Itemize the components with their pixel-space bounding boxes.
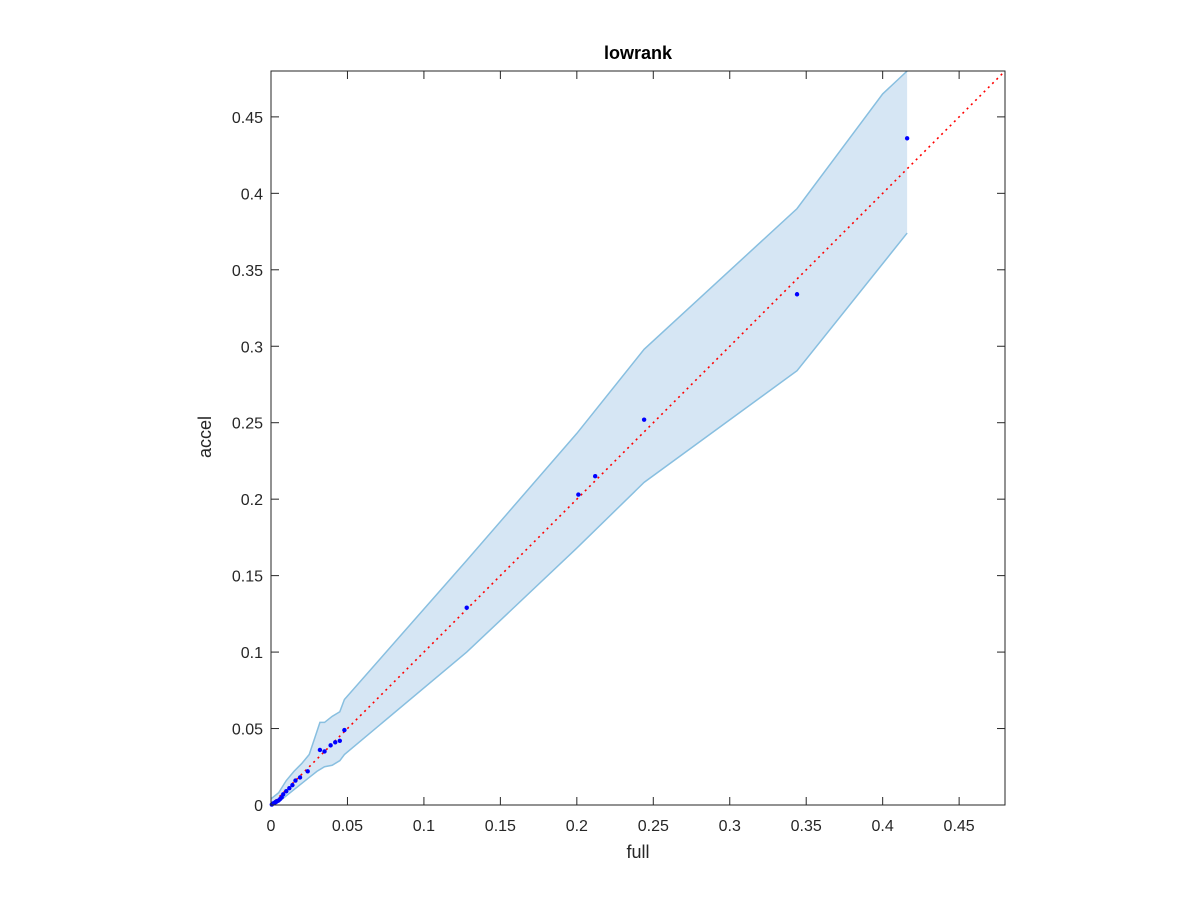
y-tick-label: 0.45 — [232, 110, 263, 127]
data-point — [287, 785, 292, 791]
data-point — [284, 789, 289, 794]
x-tick-label: 0.45 — [944, 818, 975, 835]
y-tick-label: 0 — [254, 798, 263, 815]
y-tick-label: 0.1 — [241, 645, 263, 662]
x-tick-label: 0.25 — [638, 818, 669, 835]
data-point — [342, 727, 347, 733]
data-point — [592, 474, 598, 479]
data-point — [328, 743, 333, 748]
data-point — [641, 417, 647, 422]
x-tick-label: 0.4 — [872, 818, 894, 835]
data-point — [281, 792, 286, 797]
x-axis-title: full — [626, 842, 649, 862]
data-point — [337, 738, 343, 743]
x-tick-label: 0.15 — [485, 818, 516, 835]
data-point — [297, 775, 303, 780]
data-point — [576, 492, 581, 497]
data-point — [305, 769, 310, 774]
band-lower-edge — [270, 232, 908, 806]
y-tick-label: 0.15 — [232, 569, 263, 586]
data-point — [904, 136, 910, 141]
x-tick-label: 0 — [267, 818, 276, 835]
axes-box — [270, 70, 1006, 806]
y-tick-label: 0.2 — [241, 492, 263, 509]
data-point — [464, 605, 469, 610]
y-tick-label: 0.05 — [232, 722, 263, 739]
y-axis-title: accel — [195, 416, 215, 458]
data-point — [290, 782, 295, 788]
x-tick-label: 0.2 — [566, 818, 588, 835]
reference-line-layer — [270, 70, 1006, 806]
data-point — [322, 749, 327, 754]
x-tick-label: 0.35 — [791, 818, 822, 835]
x-tick-label: 0.05 — [332, 818, 363, 835]
y-tick-label: 0.4 — [241, 186, 263, 203]
x-tick-label: 0.3 — [719, 818, 741, 835]
y-tick-label: 0.35 — [232, 263, 263, 280]
y-tick-label: 0.3 — [241, 339, 263, 356]
band-fill — [271, 71, 908, 805]
band-upper-edge — [270, 70, 908, 800]
chart-title: lowrank — [604, 43, 673, 63]
x-axis-ticks: 0 0.05 0.1 0.15 0.2 0.25 0.3 0.35 0.4 0.45 — [267, 71, 975, 835]
data-point — [317, 747, 323, 753]
data-point — [333, 740, 338, 745]
y-tick-label: 0.25 — [232, 416, 263, 433]
x-tick-label: 0.1 — [413, 818, 435, 835]
y-axis-ticks: 0 0.05 0.1 0.15 0.2 0.25 0.3 0.35 0.4 0.45 — [232, 110, 1005, 815]
reference-line — [270, 70, 1006, 806]
confidence-band — [270, 70, 908, 806]
data-point — [293, 778, 298, 783]
data-point — [794, 292, 800, 297]
